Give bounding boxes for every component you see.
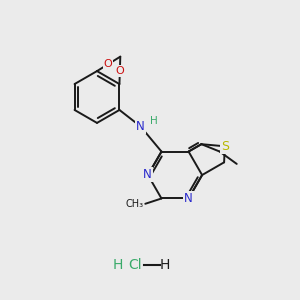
Text: N: N	[136, 120, 145, 133]
Text: H: H	[112, 258, 123, 272]
Text: H: H	[160, 258, 170, 272]
Text: O: O	[116, 66, 124, 76]
Text: O: O	[104, 59, 112, 69]
Text: CH₃: CH₃	[125, 199, 143, 209]
Text: H: H	[150, 116, 158, 126]
Text: N: N	[184, 192, 193, 205]
Text: N: N	[143, 168, 152, 181]
Text: S: S	[221, 140, 229, 153]
Text: Cl: Cl	[128, 258, 142, 272]
